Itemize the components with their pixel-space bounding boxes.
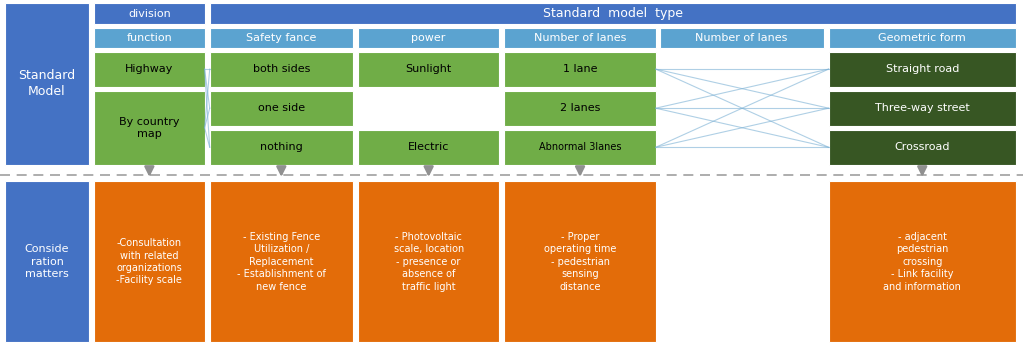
Text: Abnormal 3lanes: Abnormal 3lanes xyxy=(539,142,621,152)
FancyBboxPatch shape xyxy=(94,3,205,24)
Text: Geometric form: Geometric form xyxy=(879,33,966,43)
FancyBboxPatch shape xyxy=(660,28,824,48)
FancyBboxPatch shape xyxy=(829,52,1016,87)
Text: Three-way street: Three-way street xyxy=(875,103,970,113)
Text: Number of lanes: Number of lanes xyxy=(534,33,626,43)
FancyBboxPatch shape xyxy=(504,130,656,165)
Text: - Proper
operating time
- pedestrian
sensing
distance: - Proper operating time - pedestrian sen… xyxy=(544,232,616,291)
Text: 1 lane: 1 lane xyxy=(563,64,597,74)
Text: By country
map: By country map xyxy=(119,117,180,139)
Text: one side: one side xyxy=(258,103,305,113)
FancyBboxPatch shape xyxy=(5,181,89,342)
FancyBboxPatch shape xyxy=(829,28,1016,48)
Text: -Consultation
with related
organizations
-Facility scale: -Consultation with related organizations… xyxy=(117,238,182,285)
Text: power: power xyxy=(411,33,446,43)
FancyBboxPatch shape xyxy=(504,28,656,48)
Text: Highway: Highway xyxy=(125,64,174,74)
Text: function: function xyxy=(127,33,172,43)
FancyBboxPatch shape xyxy=(504,91,656,126)
FancyBboxPatch shape xyxy=(829,130,1016,165)
Text: - Existing Fence
Utilization /
Replacement
- Establishment of
new fence: - Existing Fence Utilization / Replaceme… xyxy=(237,232,325,291)
Text: Conside
ration
matters: Conside ration matters xyxy=(25,244,70,279)
FancyBboxPatch shape xyxy=(358,52,499,87)
FancyBboxPatch shape xyxy=(94,91,205,165)
FancyBboxPatch shape xyxy=(94,28,205,48)
Text: both sides: both sides xyxy=(253,64,310,74)
FancyBboxPatch shape xyxy=(210,91,353,126)
FancyBboxPatch shape xyxy=(210,3,1016,24)
FancyBboxPatch shape xyxy=(829,181,1016,342)
Text: Sunlight: Sunlight xyxy=(405,64,452,74)
FancyBboxPatch shape xyxy=(94,52,205,87)
FancyBboxPatch shape xyxy=(210,181,353,342)
Text: - adjacent
pedestrian
crossing
- Link facility
and information: - adjacent pedestrian crossing - Link fa… xyxy=(883,232,962,291)
Text: Straight road: Straight road xyxy=(886,64,959,74)
FancyBboxPatch shape xyxy=(358,181,499,342)
Text: Electric: Electric xyxy=(408,142,449,152)
Text: Number of lanes: Number of lanes xyxy=(696,33,788,43)
FancyBboxPatch shape xyxy=(210,28,353,48)
FancyBboxPatch shape xyxy=(94,181,205,342)
FancyBboxPatch shape xyxy=(504,181,656,342)
FancyBboxPatch shape xyxy=(358,130,499,165)
Text: - Photovoltaic
scale, location
- presence or
absence of
traffic light: - Photovoltaic scale, location - presenc… xyxy=(394,232,463,291)
Text: Standard
Model: Standard Model xyxy=(18,69,76,98)
FancyBboxPatch shape xyxy=(210,130,353,165)
FancyBboxPatch shape xyxy=(829,91,1016,126)
Text: nothing: nothing xyxy=(260,142,303,152)
Text: 2 lanes: 2 lanes xyxy=(560,103,601,113)
FancyBboxPatch shape xyxy=(504,52,656,87)
Text: division: division xyxy=(128,9,171,18)
FancyBboxPatch shape xyxy=(210,52,353,87)
Text: Standard  model  type: Standard model type xyxy=(543,7,682,20)
Text: Safety fance: Safety fance xyxy=(247,33,316,43)
FancyBboxPatch shape xyxy=(358,28,499,48)
FancyBboxPatch shape xyxy=(5,3,89,165)
Text: Crossroad: Crossroad xyxy=(894,142,950,152)
